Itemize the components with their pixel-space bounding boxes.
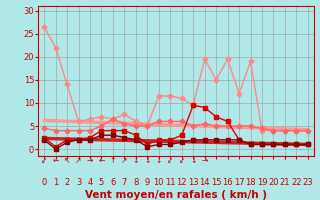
- Text: ↓: ↓: [190, 156, 196, 165]
- Text: ↑: ↑: [110, 156, 116, 165]
- Text: ↓: ↓: [156, 156, 162, 165]
- Text: ↙: ↙: [167, 156, 173, 165]
- Text: →: →: [87, 156, 93, 165]
- Text: ↓: ↓: [144, 156, 150, 165]
- Text: ↙: ↙: [41, 156, 47, 165]
- Text: ↓: ↓: [133, 156, 139, 165]
- X-axis label: Vent moyen/en rafales ( km/h ): Vent moyen/en rafales ( km/h ): [85, 190, 267, 200]
- Text: →: →: [202, 156, 208, 165]
- Text: ↙: ↙: [179, 156, 185, 165]
- Text: ←: ←: [98, 156, 105, 165]
- Text: ↖: ↖: [64, 156, 70, 165]
- Text: ←: ←: [52, 156, 59, 165]
- Text: ↗: ↗: [75, 156, 82, 165]
- Text: ↗: ↗: [121, 156, 128, 165]
